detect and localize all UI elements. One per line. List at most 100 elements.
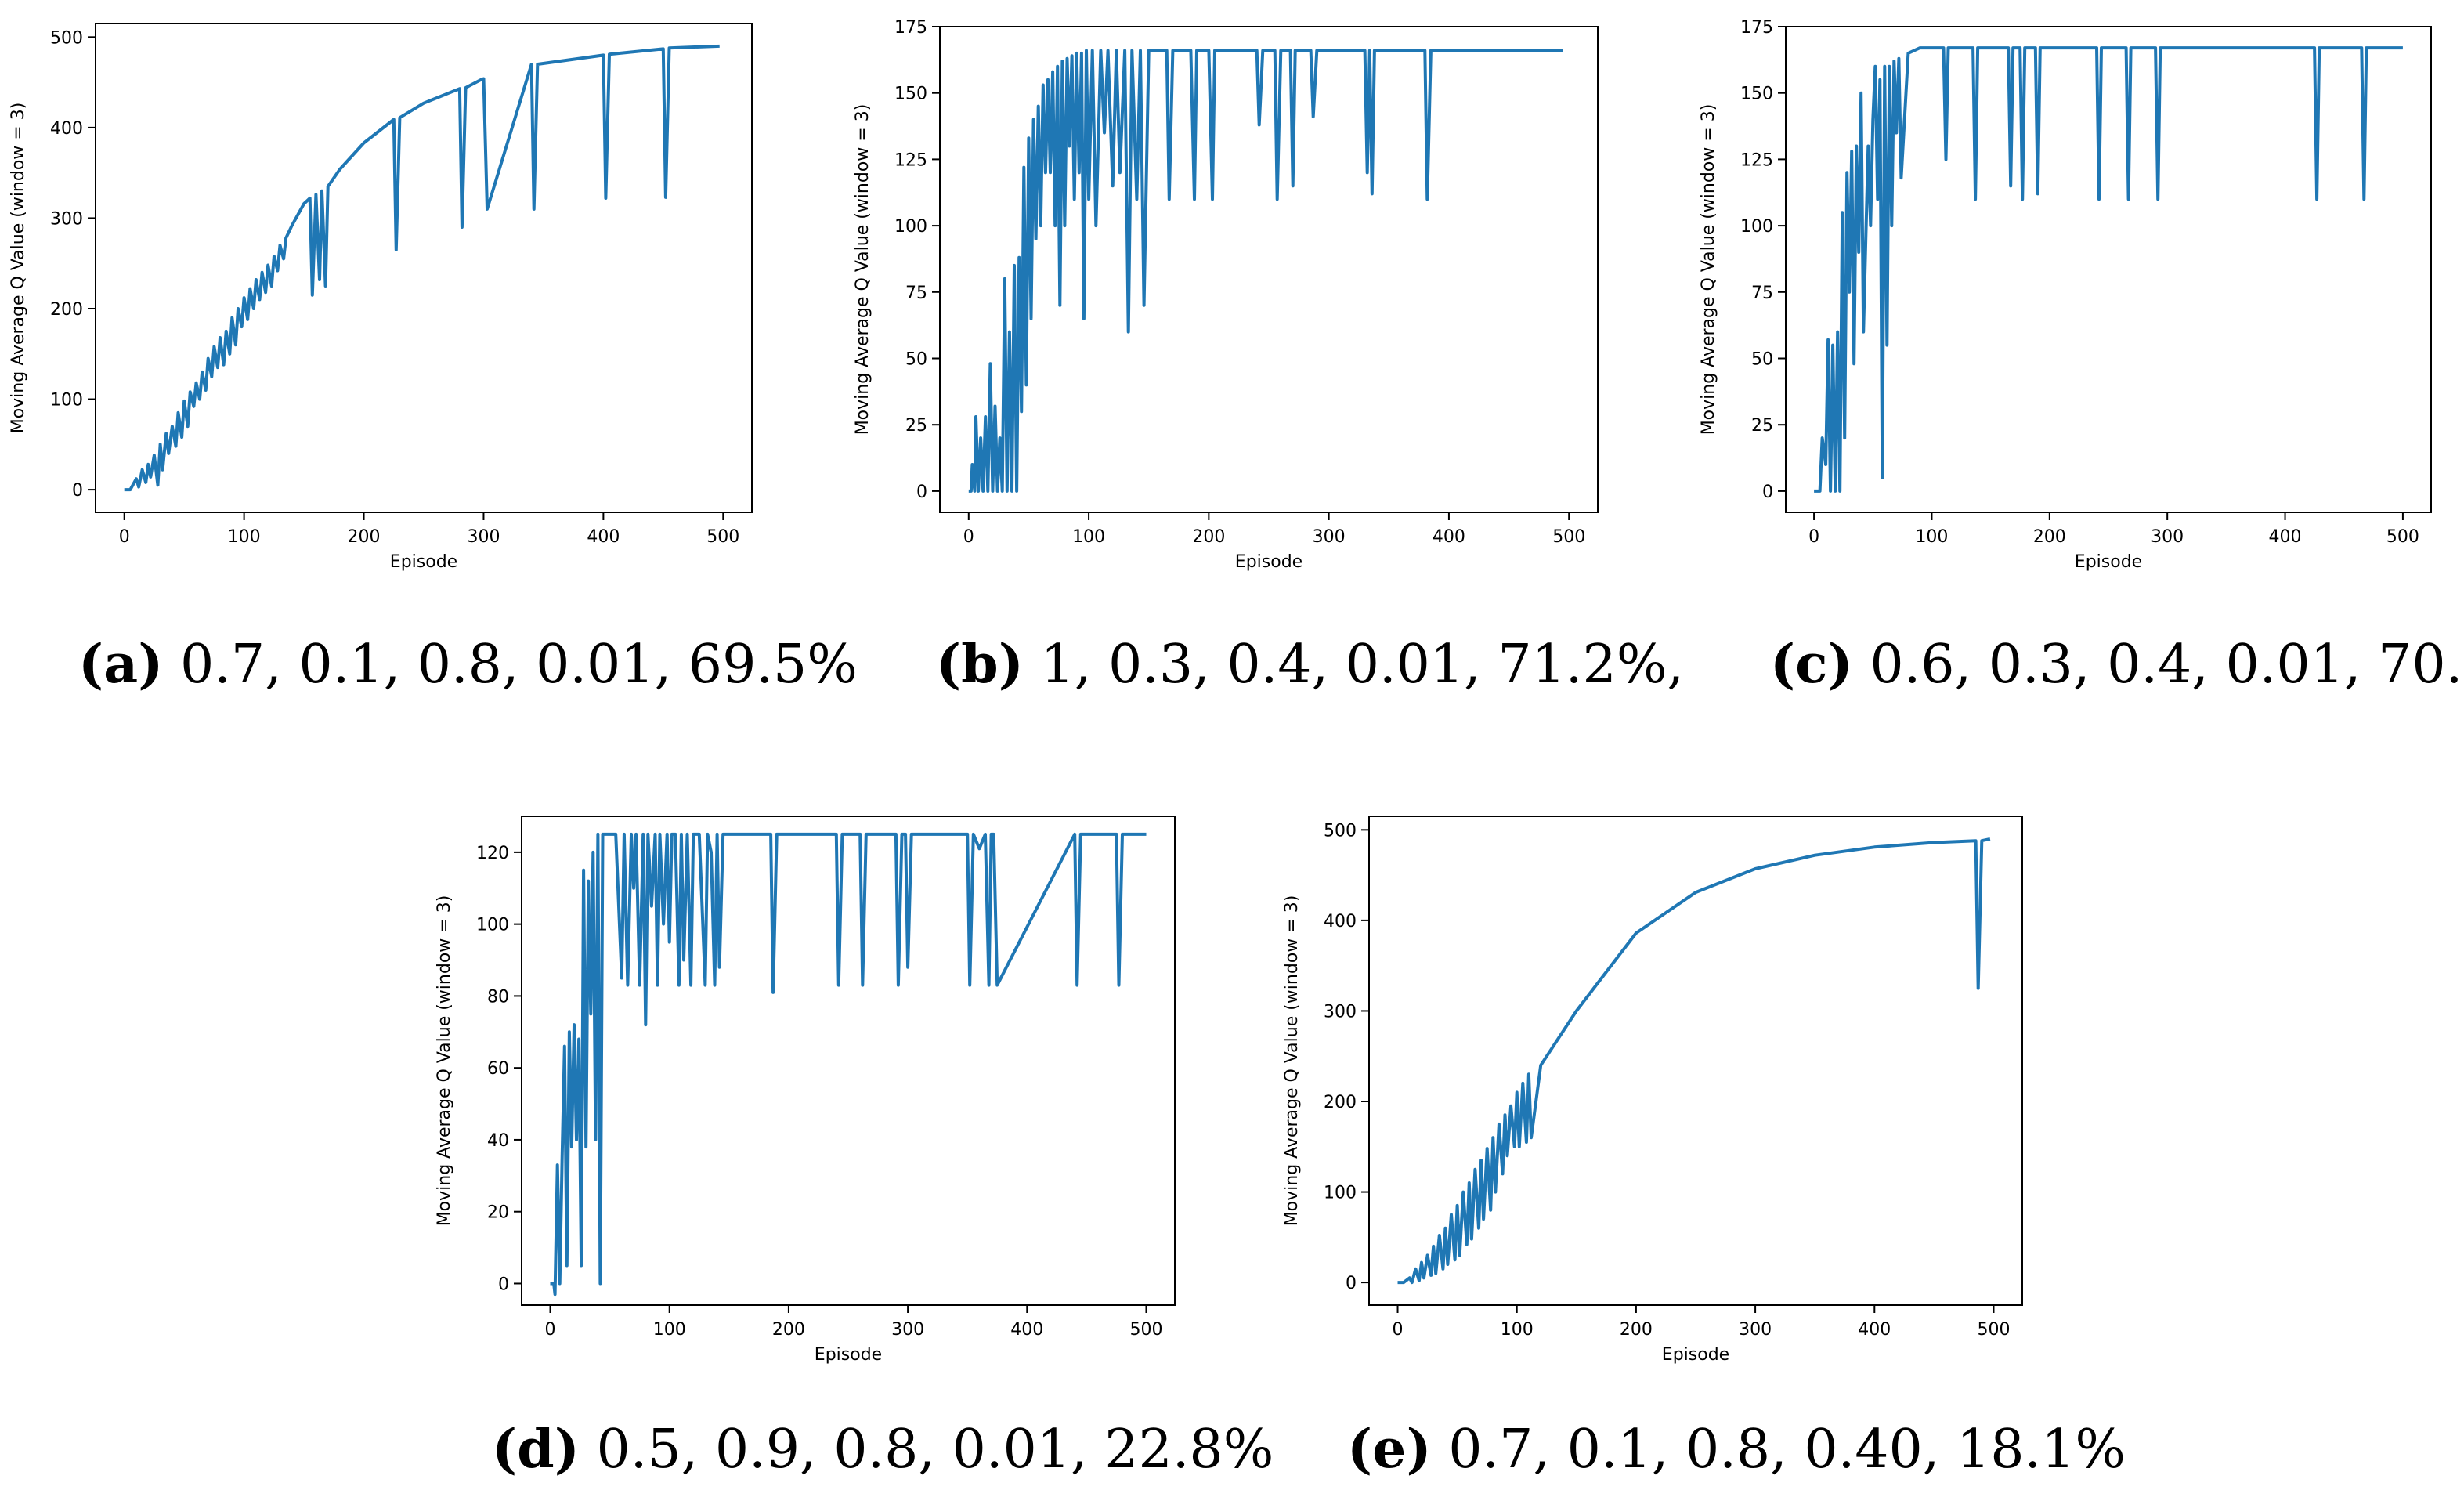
x-tick-label-e: 400 — [1858, 1320, 1891, 1340]
caption-e: (e) 0.7, 0.1, 0.8, 0.40, 18.1% — [1347, 1418, 2126, 1481]
caption-a-label: (a) — [78, 633, 164, 696]
chart-e: 0 100 200 300 400 500 0 100 200 300 400 500 Episode M… — [1282, 816, 2023, 1365]
x-tick-label-a: 500 — [706, 527, 739, 547]
y-tick-label-b: 175 — [894, 18, 927, 38]
x-tick-label-c: 100 — [1915, 527, 1948, 547]
plot-frame-d — [521, 816, 1176, 1306]
chart-a: 0 100 200 300 400 500 0 100 200 300 400 500 Episode M… — [9, 23, 753, 572]
x-tick-label-b: 400 — [1433, 527, 1465, 547]
x-tick-label-d: 0 — [545, 1320, 556, 1340]
x-tick-label-b: 0 — [963, 527, 974, 547]
x-tick-label-d: 100 — [653, 1320, 686, 1340]
x-tick-label-d: 400 — [1010, 1320, 1043, 1340]
y-axis-label-a: Moving Average Q Value (window = 3) — [9, 103, 28, 434]
y-tick-label-d: 20 — [487, 1203, 509, 1223]
y-tick-label-a: 300 — [50, 209, 83, 229]
x-tick-label-c: 400 — [2269, 527, 2302, 547]
y-tick-label-e: 500 — [1324, 821, 1357, 841]
x-tick-label-b: 200 — [1192, 527, 1225, 547]
series-line-e — [1397, 837, 1991, 1285]
x-tick-label-c: 200 — [2033, 527, 2066, 547]
x-axis-label-b: Episode — [1235, 552, 1302, 572]
y-tick-label-a: 500 — [50, 28, 83, 48]
x-tick-label-c: 300 — [2151, 527, 2184, 547]
y-tick-label-d: 100 — [476, 916, 509, 935]
y-tick-label-b: 100 — [894, 217, 927, 237]
y-tick-label-c: 125 — [1740, 150, 1773, 170]
x-axis-label-a: Episode — [390, 552, 457, 572]
x-axis-label-e: Episode — [1662, 1345, 1729, 1365]
x-tick-label-c: 0 — [1808, 527, 1819, 547]
y-tick-label-a: 100 — [50, 391, 83, 410]
y-tick-label-e: 200 — [1324, 1093, 1357, 1112]
series-line-b — [968, 49, 1563, 493]
caption-e-label: (e) — [1347, 1418, 1432, 1481]
x-tick-label-e: 300 — [1739, 1320, 1772, 1340]
y-tick-label-b: 50 — [905, 349, 927, 369]
y-tick-label-e: 100 — [1324, 1184, 1357, 1203]
x-tick-label-c: 500 — [2386, 527, 2419, 547]
caption-b-label: (b) — [936, 633, 1024, 696]
x-tick-label-b: 100 — [1072, 527, 1105, 547]
y-tick-label-e: 300 — [1324, 1002, 1357, 1022]
x-tick-label-d: 200 — [772, 1320, 805, 1340]
x-tick-label-d: 500 — [1129, 1320, 1162, 1340]
x-tick-label-e: 500 — [1977, 1320, 2010, 1340]
y-axis-label-b: Moving Average Q Value (window = 3) — [853, 104, 873, 436]
y-tick-label-d: 40 — [487, 1131, 509, 1151]
plot-frame-e — [1368, 816, 2023, 1306]
y-tick-label-e: 0 — [1346, 1274, 1357, 1293]
series-line-d — [550, 832, 1147, 1297]
caption-a-text: 0.7, 0.1, 0.8, 0.01, 69.5% — [180, 634, 858, 696]
y-tick-label-e: 400 — [1324, 912, 1357, 931]
y-tick-label-c: 175 — [1740, 18, 1773, 38]
x-tick-label-a: 0 — [119, 527, 130, 547]
x-axis-label-c: Episode — [2075, 552, 2142, 572]
y-tick-label-b: 150 — [894, 85, 927, 104]
y-tick-label-b: 75 — [905, 284, 927, 303]
y-tick-label-b: 0 — [916, 483, 927, 502]
y-axis-label-d: Moving Average Q Value (window = 3) — [435, 895, 454, 1227]
y-tick-label-c: 150 — [1740, 85, 1773, 104]
y-tick-label-a: 0 — [72, 481, 83, 501]
y-tick-label-b: 25 — [905, 416, 927, 436]
x-tick-label-a: 200 — [348, 527, 381, 547]
y-tick-label-c: 100 — [1740, 217, 1773, 237]
plot-frame-b — [939, 26, 1599, 513]
y-tick-label-c: 50 — [1751, 349, 1773, 369]
y-tick-label-d: 0 — [498, 1275, 509, 1294]
x-tick-label-e: 0 — [1393, 1320, 1404, 1340]
caption-d-label: (d) — [492, 1418, 580, 1481]
y-tick-label-b: 125 — [894, 150, 927, 170]
x-tick-label-b: 500 — [1552, 527, 1585, 547]
caption-b-text: 1, 0.3, 0.4, 0.01, 71.2%, — [1040, 634, 1685, 696]
x-tick-label-d: 300 — [891, 1320, 924, 1340]
y-tick-label-d: 60 — [487, 1059, 509, 1079]
x-axis-label-d: Episode — [815, 1345, 882, 1365]
caption-c-label: (c) — [1770, 633, 1853, 696]
chart-b: 0 100 200 300 400 500 0 25 50 75 100 125 150 175 Episo… — [853, 18, 1599, 572]
caption-c: (c) 0.6, 0.3, 0.4, 0.01, 70.6% — [1770, 633, 2464, 696]
x-tick-label-a: 300 — [467, 527, 500, 547]
y-axis-label-c: Moving Average Q Value (window = 3) — [1699, 104, 1718, 436]
x-tick-label-e: 100 — [1501, 1320, 1534, 1340]
y-tick-label-a: 200 — [50, 300, 83, 320]
caption-d-text: 0.5, 0.9, 0.8, 0.01, 22.8% — [596, 1419, 1274, 1481]
chart-c: 0 100 200 300 400 500 0 25 50 75 100 125 150 175 Episo… — [1699, 18, 2432, 572]
y-tick-label-c: 25 — [1751, 416, 1773, 436]
y-tick-label-d: 120 — [476, 844, 509, 863]
series-line-c — [1814, 46, 2403, 493]
x-tick-label-e: 200 — [1620, 1320, 1653, 1340]
chart-d: 0 100 200 300 400 500 0 20 40 60 80 100 120 Episode Mo… — [435, 816, 1176, 1365]
caption-a: (a) 0.7, 0.1, 0.8, 0.01, 69.5% — [78, 633, 858, 696]
caption-d: (d) 0.5, 0.9, 0.8, 0.01, 22.8% — [492, 1418, 1274, 1481]
caption-c-text: 0.6, 0.3, 0.4, 0.01, 70.6% — [1870, 634, 2464, 696]
x-tick-label-a: 400 — [587, 527, 620, 547]
y-tick-label-c: 75 — [1751, 284, 1773, 303]
plot-frame-c — [1785, 26, 2432, 513]
y-tick-label-d: 80 — [487, 987, 509, 1007]
caption-b: (b) 1, 0.3, 0.4, 0.01, 71.2%, — [936, 633, 1684, 696]
x-tick-label-a: 100 — [228, 527, 261, 547]
y-axis-label-e: Moving Average Q Value (window = 3) — [1282, 895, 1302, 1227]
